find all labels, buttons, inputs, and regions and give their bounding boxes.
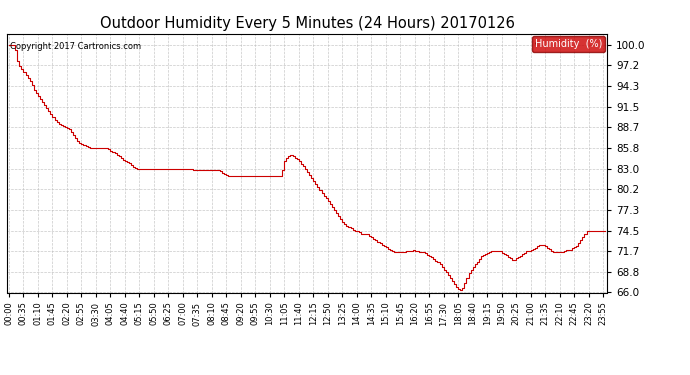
Text: Copyright 2017 Cartronics.com: Copyright 2017 Cartronics.com — [10, 42, 141, 51]
Legend: Humidity  (%): Humidity (%) — [532, 36, 605, 51]
Title: Outdoor Humidity Every 5 Minutes (24 Hours) 20170126: Outdoor Humidity Every 5 Minutes (24 Hou… — [99, 16, 515, 31]
